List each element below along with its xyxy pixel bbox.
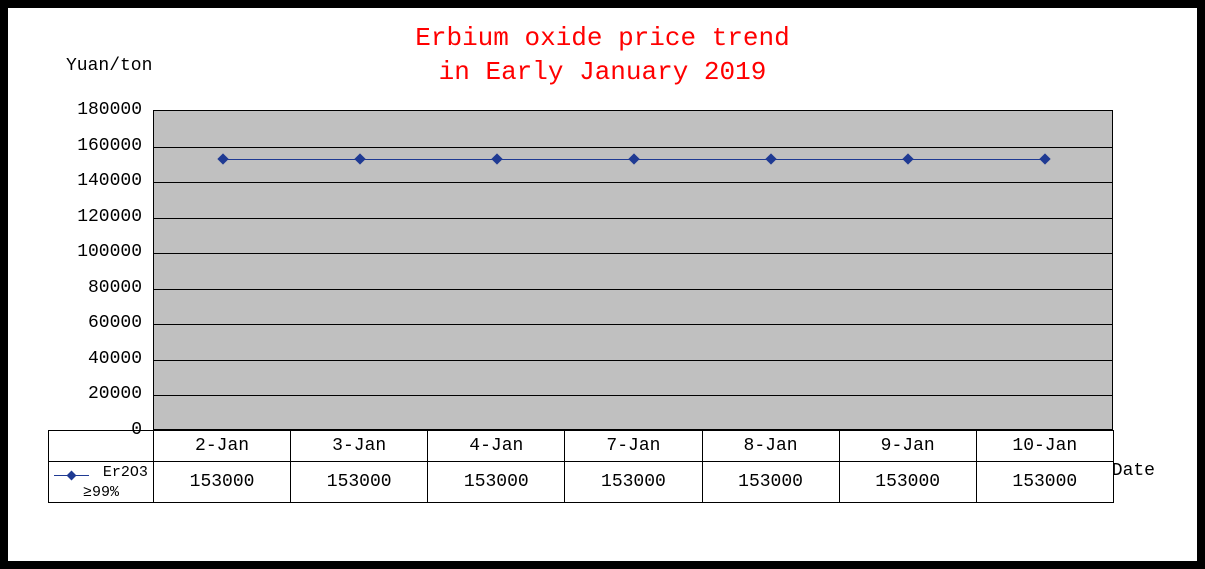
gridline <box>154 395 1112 396</box>
data-point-marker <box>491 153 502 164</box>
y-tick-label: 40000 <box>52 349 142 369</box>
value-cell: 153000 <box>702 462 839 503</box>
category-header-cell: 2-Jan <box>154 431 291 462</box>
category-header-cell: 8-Jan <box>702 431 839 462</box>
y-tick-label: 100000 <box>52 242 142 262</box>
table-header-row: 2-Jan3-Jan4-Jan7-Jan8-Jan9-Jan10-Jan <box>49 431 1114 462</box>
series-line-segment <box>634 159 771 160</box>
x-axis-unit-label: Date <box>1112 461 1155 481</box>
legend-line-right <box>75 475 89 476</box>
series-line-segment <box>223 159 360 160</box>
gridline <box>154 253 1112 254</box>
gridline <box>154 324 1112 325</box>
value-cell: 153000 <box>428 462 565 503</box>
y-tick-label: 160000 <box>52 136 142 156</box>
gridline <box>154 182 1112 183</box>
y-tick-label: 80000 <box>52 278 142 298</box>
category-header-cell: 9-Jan <box>839 431 976 462</box>
y-tick-label: 120000 <box>52 207 142 227</box>
legend-diamond-icon <box>67 471 77 481</box>
chart-title-line1: Erbium oxide price trend <box>8 22 1197 56</box>
gridline <box>154 289 1112 290</box>
series-line-segment <box>497 159 634 160</box>
category-header-cell: 10-Jan <box>976 431 1113 462</box>
data-table: 2-Jan3-Jan4-Jan7-Jan8-Jan9-Jan10-Jan Er2… <box>48 430 1114 503</box>
y-tick-label: 180000 <box>52 100 142 120</box>
series-line-segment <box>908 159 1045 160</box>
gridline <box>154 218 1112 219</box>
data-point-marker <box>765 153 776 164</box>
plot-area <box>153 110 1113 430</box>
y-tick-label: 60000 <box>52 313 142 333</box>
table-corner-cell <box>49 431 154 462</box>
y-axis-unit-label: Yuan/ton <box>66 56 152 76</box>
value-cell: 153000 <box>976 462 1113 503</box>
data-point-marker <box>903 153 914 164</box>
series-legend-cell: Er2O3 ≥99% <box>49 462 154 503</box>
value-cell: 153000 <box>565 462 702 503</box>
value-cell: 153000 <box>291 462 428 503</box>
series-line-segment <box>360 159 497 160</box>
chart-title: Erbium oxide price trend in Early Januar… <box>8 22 1197 90</box>
category-header-cell: 7-Jan <box>565 431 702 462</box>
gridline <box>154 360 1112 361</box>
series-name-label: Er2O3 ≥99% <box>83 464 148 501</box>
data-point-marker <box>217 153 228 164</box>
data-point-marker <box>628 153 639 164</box>
legend-marker <box>54 472 89 479</box>
table-data-row: Er2O3 ≥99% 15300015300015300015300015300… <box>49 462 1114 503</box>
data-point-marker <box>354 153 365 164</box>
y-tick-label: 20000 <box>52 384 142 404</box>
category-header-cell: 3-Jan <box>291 431 428 462</box>
category-header-cell: 4-Jan <box>428 431 565 462</box>
series-line-segment <box>771 159 908 160</box>
chart-title-line2: in Early January 2019 <box>8 56 1197 90</box>
value-cell: 153000 <box>839 462 976 503</box>
y-tick-label: 140000 <box>52 171 142 191</box>
data-point-marker <box>1040 153 1051 164</box>
chart-frame: Erbium oxide price trend in Early Januar… <box>0 0 1205 569</box>
value-cell: 153000 <box>154 462 291 503</box>
gridline <box>154 147 1112 148</box>
